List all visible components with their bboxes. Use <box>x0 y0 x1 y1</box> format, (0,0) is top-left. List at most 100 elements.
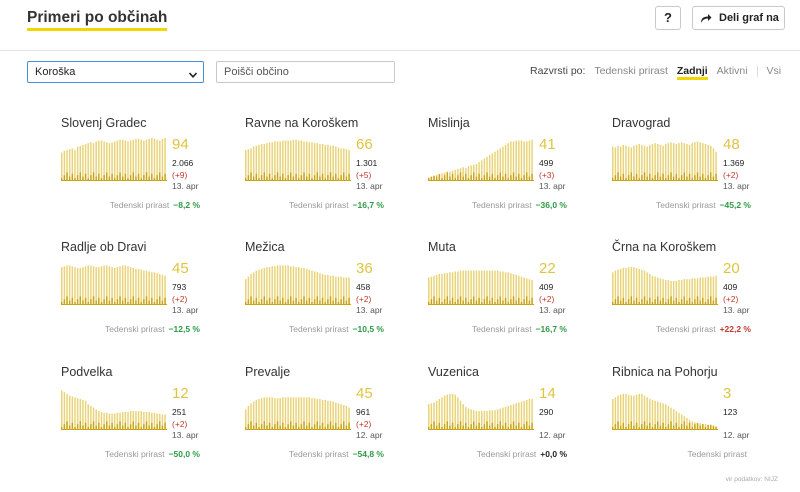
sparkline-bar <box>252 401 255 430</box>
sparkline-bar <box>116 412 119 430</box>
sparkline-new-bar <box>683 296 686 305</box>
sparkline-new-bar <box>159 172 161 181</box>
sparkline-bar <box>707 144 709 181</box>
sparkline-bar <box>66 265 68 305</box>
municipality-card[interactable]: Podvelka 12 251 (+2) 13. apr Tedenski prirast… <box>61 365 246 477</box>
municipality-card[interactable]: Radlje ob Dravi 45 793 (+2) 13. apr Tedenski … <box>61 240 246 352</box>
sparkline-bar <box>646 272 648 305</box>
sparkline-new-bar <box>528 425 531 430</box>
sparkline-bar <box>103 412 105 430</box>
sparkline-new-bar <box>140 302 142 305</box>
sort-option-weekly[interactable]: Tedenski prirast <box>594 65 668 77</box>
municipality-card[interactable]: Ribnica na Pohorju 3 123 12. apr Tedenski pr… <box>612 365 797 477</box>
weekly-growth-value: −50,0 % <box>168 449 200 459</box>
sort-option-active[interactable]: Aktivni <box>716 65 748 77</box>
weekly-growth-label: Tedenski prirast <box>289 449 349 459</box>
sparkline-bar <box>348 150 350 181</box>
sparkline-new-bar <box>100 427 103 430</box>
sparkline-bar <box>704 144 707 181</box>
sparkline-new-bar <box>449 425 451 430</box>
search-input[interactable]: Poišči občino <box>216 61 395 83</box>
sparkline-bar <box>311 398 313 430</box>
sort-option-all[interactable]: Vsi <box>766 65 782 77</box>
sparkline-bar <box>308 269 311 305</box>
weekly-growth: Tedenski prirast −16,7 % <box>289 200 384 210</box>
sparkline-bar <box>483 411 486 430</box>
sparkline-bar <box>675 280 678 305</box>
sparkline-bar <box>715 151 717 181</box>
sparkline-bar <box>68 265 71 305</box>
sparkline-bar <box>68 395 71 430</box>
municipality-card[interactable]: Mislinja 41 499 (+3) 13. apr Tedenski prirast… <box>428 116 613 228</box>
sparkline-new-bar <box>649 422 651 430</box>
sparkline-bar <box>622 393 625 430</box>
sparkline-new-bar <box>451 422 454 430</box>
sparkline-new-bar <box>643 421 646 430</box>
share-button[interactable]: Deli graf na <box>692 6 785 30</box>
sparkline-new-bar <box>646 300 648 305</box>
sparkline-new-bar <box>282 297 284 305</box>
sparkline-new-bar <box>481 302 483 305</box>
sparkline-bar <box>327 144 329 181</box>
sparkline-new-bar <box>68 176 71 181</box>
sparkline-new-bar <box>483 299 486 305</box>
sparkline-new-bar <box>71 422 74 430</box>
sparkline-chart <box>428 139 534 181</box>
sparkline-bar <box>457 271 459 305</box>
help-button[interactable]: ? <box>655 6 681 30</box>
weekly-growth-value: +22,2 % <box>719 324 751 334</box>
sparkline-bar <box>441 274 443 305</box>
municipality-name: Črna na Koroškem <box>612 240 717 254</box>
region-select[interactable]: Koroška <box>27 61 204 83</box>
sparkline-bar <box>491 153 494 181</box>
sparkline-new-bar <box>699 425 701 430</box>
sparkline-new-bar <box>696 172 699 181</box>
sparkline-new-bar <box>691 178 693 181</box>
sparkline-bar <box>319 273 321 305</box>
sparkline-bar <box>140 411 142 430</box>
sparkline-new-bar <box>459 296 462 305</box>
sparkline-new-bar <box>699 300 701 305</box>
sparkline-chart <box>61 138 167 181</box>
header-divider <box>0 50 800 51</box>
weekly-growth-value: −16,7 % <box>352 200 384 210</box>
sparkline-new-bar <box>143 299 145 305</box>
sparkline-new-bar <box>633 176 635 181</box>
sparkline-new-bar <box>79 296 82 305</box>
sparkline-new-bar <box>290 172 292 181</box>
sparkline-new-bar <box>345 300 348 305</box>
municipality-card[interactable]: Slovenj Gradec 94 2.066 (+9) 13. apr Tedenski… <box>61 116 246 228</box>
sparkline-new-bar <box>438 174 441 181</box>
sparkline-bar <box>486 156 488 181</box>
sparkline-new-bar <box>300 424 303 430</box>
sparkline-new-bar <box>319 425 321 430</box>
municipality-card[interactable]: Dravograd 48 1.369 (+2) 13. apr Tedenski prir… <box>612 116 797 228</box>
sparkline-new-bar <box>680 424 683 430</box>
municipality-card[interactable]: Mežica 36 458 (+2) 13. apr Tedenski prirast −1… <box>245 240 430 352</box>
sparkline-bar <box>66 150 68 181</box>
municipality-card[interactable]: Ravne na Koroškem 66 1.301 (+5) 13. apr Teden… <box>245 116 430 228</box>
sparkline-bar <box>140 139 142 181</box>
sparkline-new-bar <box>699 176 701 181</box>
sparkline-bar <box>614 397 617 430</box>
sparkline-bar <box>95 141 97 181</box>
sparkline-new-bar <box>84 297 87 305</box>
sort-option-latest[interactable]: Zadnji <box>676 65 708 80</box>
municipality-card[interactable]: Vuzenica 14 290 12. apr Tedenski prirast +0,0… <box>428 365 613 477</box>
sparkline-bar <box>250 148 252 181</box>
sparkline-bar <box>665 404 667 430</box>
municipality-card[interactable]: Prevalje 45 961 (+2) 12. apr Tedenski prirast… <box>245 365 430 477</box>
sparkline-new-bar <box>308 173 311 181</box>
sparkline-bar <box>159 274 161 305</box>
sparkline-new-bar <box>164 422 166 430</box>
sparkline-new-bar <box>90 299 92 305</box>
municipality-card[interactable]: Muta 22 409 (+2) 13. apr Tedenski prirast −16,… <box>428 240 613 352</box>
sparkline-bar <box>470 409 472 430</box>
sparkline-new-bar <box>329 172 332 181</box>
sparkline-bar <box>630 395 633 430</box>
sparkline-new-bar <box>457 175 459 181</box>
sparkline-new-bar <box>263 296 266 305</box>
sparkline-new-bar <box>688 422 691 430</box>
municipality-card[interactable]: Črna na Koroškem 20 409 (+2) 13. apr Tedenski… <box>612 240 797 352</box>
sparkline-bar <box>675 411 678 430</box>
